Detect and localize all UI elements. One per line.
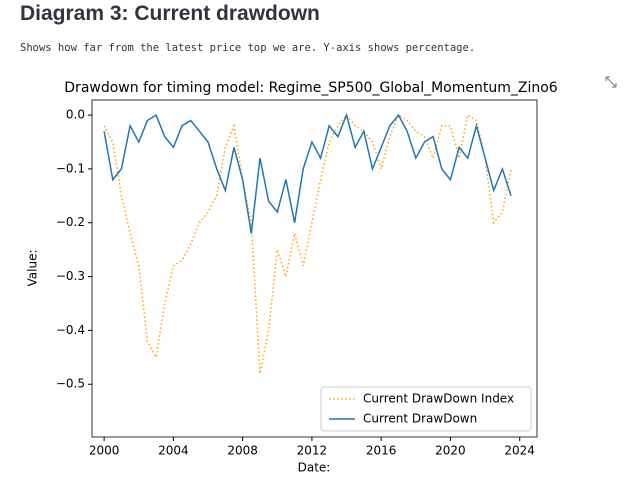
heading: Diagram 3: Current drawdown bbox=[20, 2, 320, 25]
y-tick-label: 0.0 bbox=[66, 108, 85, 122]
legend: Current DrawDown Index Current DrawDown bbox=[320, 386, 532, 432]
x-tick-label: 2004 bbox=[158, 444, 189, 458]
x-tick-label: 2024 bbox=[504, 444, 535, 458]
series-line bbox=[103, 112, 512, 234]
y-axis-label: Value: bbox=[26, 250, 40, 287]
legend-label: Current DrawDown Index bbox=[363, 392, 514, 406]
legend-label: Current DrawDown bbox=[363, 412, 477, 426]
x-tick-label: 2020 bbox=[435, 444, 466, 458]
y-tick-label: −0.5 bbox=[56, 377, 85, 391]
y-tick-label: −0.2 bbox=[56, 215, 85, 229]
description: Shows how far from the latest price top … bbox=[20, 42, 476, 54]
x-tick-label: 2000 bbox=[89, 444, 120, 458]
x-axis-label: Date: bbox=[298, 461, 331, 475]
plot-frame bbox=[91, 99, 538, 438]
x-tick-label: 2012 bbox=[297, 444, 328, 458]
y-tick-label: −0.1 bbox=[56, 161, 85, 175]
x-tick-label: 2008 bbox=[227, 444, 258, 458]
legend-box bbox=[320, 386, 532, 432]
expand-icon[interactable] bbox=[605, 76, 617, 88]
expand-arrow[interactable] bbox=[605, 76, 617, 88]
chart-title: Drawdown for timing model: Regime_SP500_… bbox=[64, 80, 558, 96]
x-tick-label: 2016 bbox=[366, 444, 397, 458]
y-tick-label: −0.4 bbox=[56, 323, 85, 337]
y-tick-label: −0.3 bbox=[56, 269, 85, 283]
